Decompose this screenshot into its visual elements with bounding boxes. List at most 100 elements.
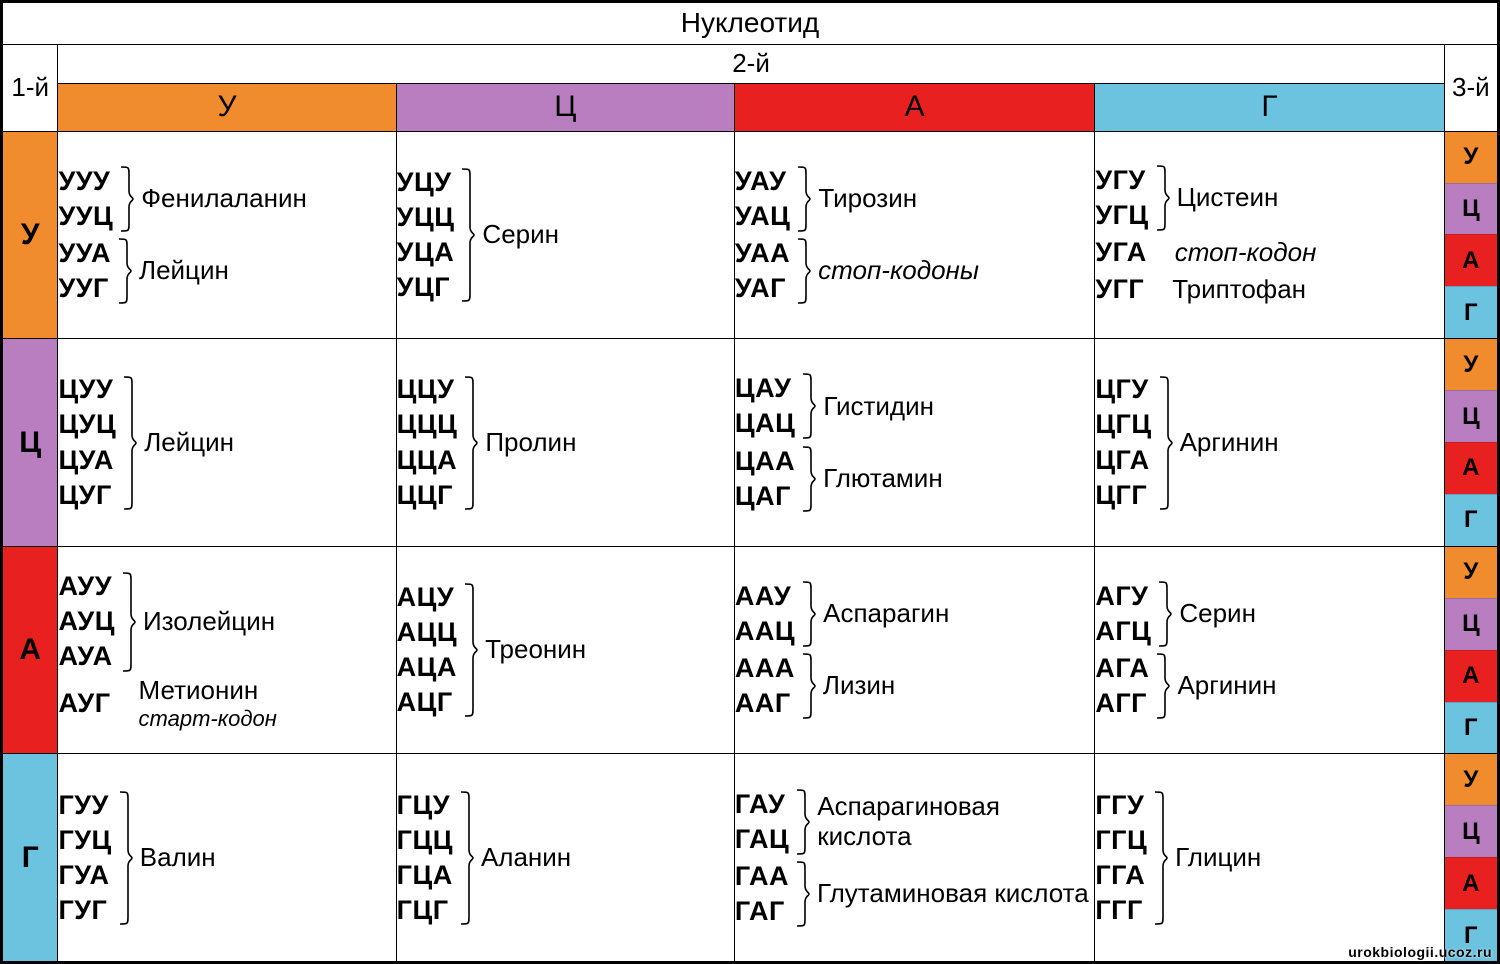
third-nuc-У: У — [1445, 339, 1497, 390]
position-labels-row: 1-й 2-й 3-й — [3, 44, 1498, 83]
amino-acid-label: Метионинстарт-кодон — [139, 676, 277, 731]
codon: ГУГ — [58, 893, 111, 928]
codon-group: ЦУУЦУЦЦУАЦУГЛейцин — [58, 372, 395, 512]
brace-icon — [1155, 652, 1171, 720]
brace-icon — [801, 580, 817, 648]
codon-cell: ГУУГУЦГУАГУГВалин — [58, 754, 396, 962]
amino-acid-label: Глютамин — [823, 464, 943, 494]
codon: ЦЦЦ — [397, 407, 458, 442]
codon: ГГА — [1095, 858, 1147, 893]
codon: АЦЦ — [397, 615, 457, 650]
codon-table-frame: Нуклеотид 1-й 2-й 3-й УЦАГ УУУУУУЦФенила… — [0, 0, 1500, 964]
codon: ЦГЦ — [1095, 407, 1151, 442]
codon: УГГ — [1095, 272, 1144, 307]
second-position-label: 2-й — [58, 44, 1444, 83]
third-nuc-У: У — [1445, 132, 1497, 183]
codon: ЦГУ — [1095, 372, 1151, 407]
brace-icon — [1157, 580, 1173, 648]
codon-cell: ЦЦУЦЦЦЦЦАЦЦГПролин — [396, 339, 734, 547]
brace-icon — [117, 237, 133, 305]
codon-cell: ЦГУЦГЦЦГАЦГГАргинин — [1095, 339, 1444, 547]
codon-cell: УЦУУЦЦУЦАУЦГСерин — [396, 131, 734, 339]
brace-icon — [460, 167, 476, 303]
codon: АЦГ — [397, 685, 457, 720]
codon-group: ЦГУЦГЦЦГАЦГГАргинин — [1095, 372, 1443, 512]
third-nuc-column: УЦАГ — [1444, 754, 1497, 962]
codon-group: АААААГЛизин — [735, 651, 1094, 721]
brace-icon — [796, 165, 812, 233]
amino-acid-label: Глицин — [1175, 843, 1261, 873]
second-nuc-header-У: У — [58, 83, 396, 131]
codon: УУУ — [58, 164, 113, 199]
codon-group: УАУУАЦТирозин — [735, 164, 1094, 234]
first-nuc-Г: Г — [3, 754, 58, 962]
amino-acid-label: Лейцин — [144, 428, 234, 458]
brace-icon — [795, 788, 811, 856]
codon: ААУ — [735, 579, 795, 614]
codon-group: УУУУУЦ Фенилаланин — [58, 164, 395, 234]
codon-group: УГУУГЦЦистеин — [1095, 163, 1443, 233]
codon-cell: ЦАУЦАЦГистидинЦААЦАГ Глютамин — [734, 339, 1094, 547]
table-title: Нуклеотид — [3, 3, 1498, 45]
first-nuc-А: А — [3, 546, 58, 754]
second-nuc-header-Г: Г — [1095, 83, 1444, 131]
codon: ЦУЦ — [58, 407, 116, 442]
brace-icon — [121, 571, 137, 673]
codon-group: УААУАГстоп-кодоны — [735, 236, 1094, 306]
codon: АГА — [1095, 651, 1149, 686]
codon: УЦА — [397, 235, 455, 270]
codon: УАГ — [735, 271, 790, 306]
codon: ГГЦ — [1095, 823, 1147, 858]
codon: ЦАА — [735, 444, 795, 479]
codon-cell: АГУАГЦСеринАГААГГАргинин — [1095, 546, 1444, 754]
codon: АЦА — [397, 650, 457, 685]
codon: УГА — [1095, 235, 1146, 270]
second-nucleotide-header-row: УЦАГ — [3, 83, 1498, 131]
codon: ГАА — [735, 859, 789, 894]
first-nuc-Ц: Ц — [3, 339, 58, 547]
codon: ГУЦ — [58, 823, 111, 858]
body-row-Ц: ЦЦУУЦУЦЦУАЦУГЛейцинЦЦУЦЦЦЦЦАЦЦГПролинЦАУ… — [3, 339, 1498, 547]
codon-cell: АЦУАЦЦАЦААЦГТреонин — [396, 546, 734, 754]
codon: ГАУ — [735, 787, 789, 822]
codon: УАУ — [735, 164, 791, 199]
codon-group: ГУУГУЦГУАГУГВалин — [58, 788, 395, 928]
amino-acid-label: Фенилаланин — [141, 184, 307, 214]
watermark: urokbiologii.ucoz.ru — [1348, 944, 1492, 960]
third-nuc-Г: Г — [1445, 494, 1497, 546]
codon: УЦЦ — [397, 200, 455, 235]
third-nuc-А: А — [1445, 234, 1497, 286]
third-nuc-column: УЦАГ — [1444, 546, 1497, 754]
codon-group: ЦАУЦАЦГистидин — [735, 371, 1094, 441]
codon: УУЦ — [58, 199, 113, 234]
title-row: Нуклеотид — [3, 3, 1498, 45]
codon: УУГ — [58, 271, 111, 306]
codon-group: АГААГГАргинин — [1095, 651, 1443, 721]
first-nuc-У: У — [3, 131, 58, 339]
codon: ГЦЦ — [397, 823, 453, 858]
codon: ГЦА — [397, 858, 453, 893]
codon-cell: УУУУУЦФенилаланинУУАУУГЛейцин — [58, 131, 396, 339]
codon-group: ГГУГГЦГГАГГГГлицин — [1095, 788, 1443, 928]
amino-acid-label: Лейцин — [139, 256, 229, 286]
codon: ЦАГ — [735, 479, 795, 514]
brace-icon — [118, 790, 134, 926]
amino-acid-label: Серин — [1179, 599, 1256, 629]
amino-acid-label: Пролин — [485, 428, 576, 458]
brace-icon — [459, 790, 475, 926]
codon: УЦУ — [397, 165, 455, 200]
brace-icon — [795, 860, 811, 928]
brace-icon — [801, 372, 817, 440]
third-nuc-А: А — [1445, 650, 1497, 702]
amino-acid-label: Аргинин — [1180, 428, 1279, 458]
codon-group: УЦУУЦЦУЦАУЦГСерин — [397, 165, 734, 305]
codon: ААЦ — [735, 614, 795, 649]
codon: УАА — [735, 236, 790, 271]
third-nuc-column: УЦАГ — [1444, 339, 1497, 547]
codon: УГЦ — [1095, 198, 1148, 233]
codon-group: АУГМетионинстарт-кодон — [58, 676, 395, 731]
brace-icon — [801, 445, 817, 513]
codon: ЦЦА — [397, 443, 458, 478]
second-nuc-header-Ц: Ц — [396, 83, 734, 131]
codon-group: УУАУУГЛейцин — [58, 236, 395, 306]
